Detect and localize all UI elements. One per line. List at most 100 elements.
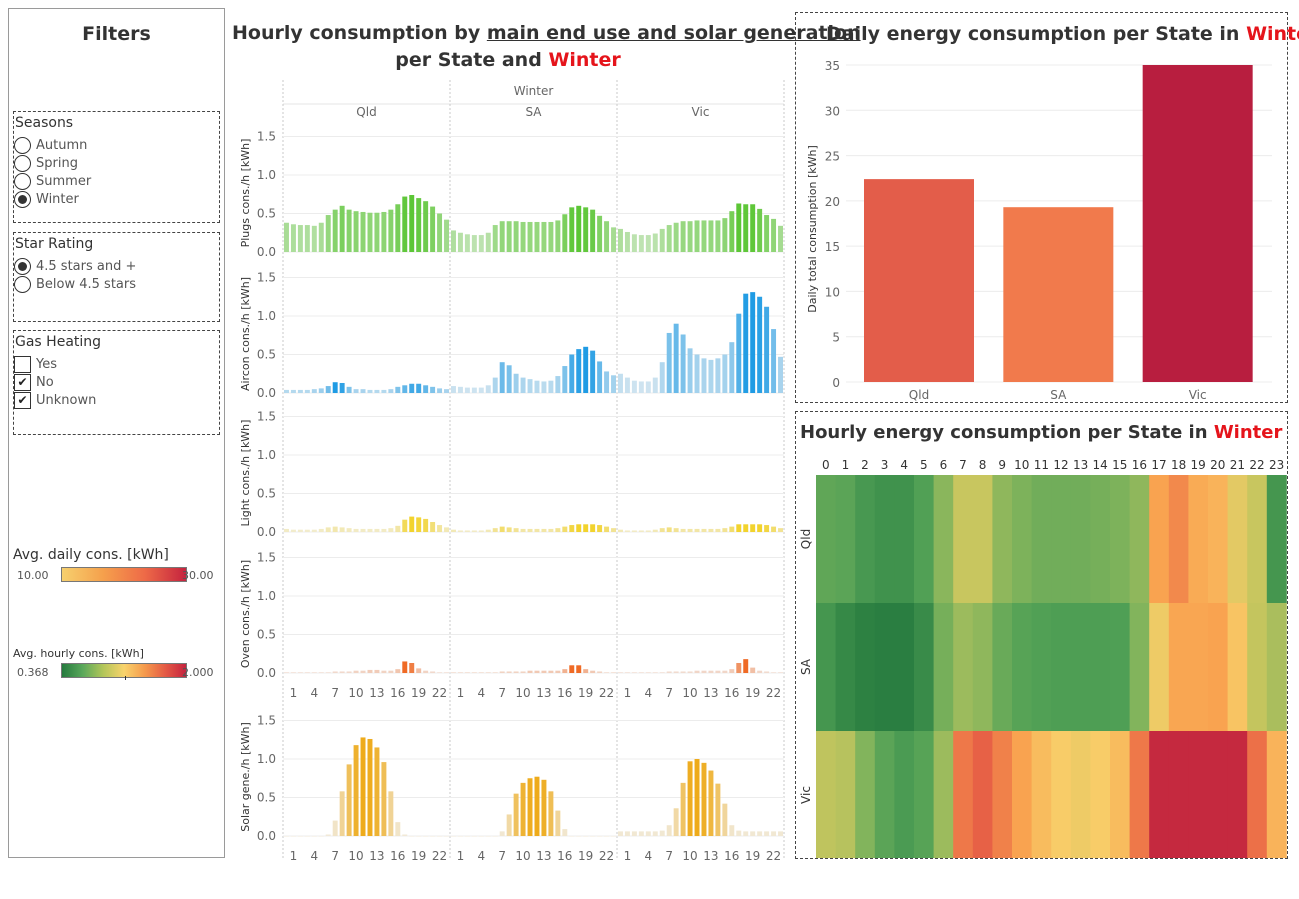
bar	[304, 389, 310, 393]
heatmap-cell	[1012, 603, 1032, 732]
heatmap-cell	[914, 731, 934, 858]
bar	[722, 218, 728, 252]
bar	[471, 530, 477, 532]
heatmap-hour-label: 11	[1034, 458, 1049, 472]
bar	[631, 234, 637, 252]
checkbox-checked-icon[interactable]: ✔	[14, 391, 31, 409]
bar	[513, 528, 519, 532]
radio-icon[interactable]	[14, 154, 31, 172]
heatmap-hour-label: 0	[822, 458, 830, 472]
bar	[353, 528, 359, 532]
y-tick-label: 15	[825, 240, 840, 254]
heatmap-cell	[1012, 731, 1032, 858]
hourly-heatmap-panel: 0 1 2 3 4 5 6 7 8 9 10 11 12 13 14 15 16 17 18 19 20 21 22 23 Ql…	[795, 411, 1288, 859]
checkbox-icon[interactable]	[14, 355, 31, 373]
x-tick-label: 4	[310, 849, 318, 863]
bar	[659, 228, 665, 252]
heatmap-cell	[874, 603, 895, 732]
checkbox-checked-icon[interactable]: ✔	[14, 373, 31, 391]
daily-legend-max: 30.00	[182, 569, 214, 582]
heatmap-hour-label: 22	[1249, 458, 1264, 472]
hourly-end-use-chart: Winter Qld SA Vic 0.0 0.5 1.0 1.5 Plugs cons./h …	[239, 80, 785, 863]
bar	[708, 528, 714, 532]
radio-selected-icon[interactable]	[14, 257, 31, 275]
bar	[395, 525, 401, 532]
bar	[631, 672, 637, 673]
heatmap-hour-label: 13	[1073, 458, 1088, 472]
radio-selected-icon[interactable]	[14, 190, 31, 208]
gas-option-unknown[interactable]: ✔ Unknown	[14, 391, 96, 409]
bar	[534, 221, 540, 252]
heatmap-hour-label: 2	[861, 458, 869, 472]
bar	[624, 672, 630, 673]
season-option-autumn[interactable]: Autumn	[14, 136, 87, 154]
bar	[527, 528, 533, 532]
heatmap-hour-label: 20	[1210, 458, 1225, 472]
heatmap-cell	[1266, 731, 1287, 858]
bar	[771, 329, 777, 393]
bar	[618, 529, 623, 532]
bar	[1003, 207, 1114, 382]
bar	[402, 196, 408, 252]
gas-option-no[interactable]: ✔ No	[14, 373, 54, 391]
gas-option-yes[interactable]: Yes	[14, 355, 57, 373]
season-option-spring[interactable]: Spring	[14, 154, 78, 172]
bar	[409, 383, 415, 393]
bar	[673, 808, 679, 836]
y-tick-label: 0.5	[257, 487, 276, 501]
bar	[325, 386, 331, 393]
hourly-legend-title: Avg. hourly cons. [kWh]	[13, 647, 144, 660]
bar	[423, 385, 429, 393]
radio-icon[interactable]	[14, 275, 31, 293]
bar	[430, 671, 436, 673]
bar	[864, 179, 974, 382]
bar	[729, 342, 735, 393]
bar	[576, 836, 582, 837]
radio-icon[interactable]	[14, 136, 31, 154]
y-axis-label: Daily total consumption [kWh]	[806, 145, 819, 313]
bar	[492, 528, 498, 532]
x-tick-label: 10	[348, 686, 363, 700]
season-option-winter[interactable]: Winter	[14, 190, 79, 208]
bar	[520, 377, 526, 393]
bar	[715, 220, 721, 252]
heatmap-cell	[894, 475, 915, 604]
bar	[555, 528, 561, 532]
heatmap-cell	[894, 731, 915, 858]
bar	[750, 292, 756, 393]
star-option-label: 4.5 stars and +	[36, 258, 137, 274]
bar	[778, 528, 783, 532]
bar	[297, 529, 303, 532]
heatmap-hour-label: 3	[881, 458, 889, 472]
bar	[673, 222, 679, 252]
x-tick-label: 1	[624, 686, 632, 700]
star-option-high[interactable]: 4.5 stars and +	[14, 257, 136, 275]
radio-icon[interactable]	[14, 172, 31, 190]
bar	[388, 670, 394, 673]
heatmap-hour-label: 8	[979, 458, 987, 472]
bar	[485, 836, 491, 837]
bar	[680, 334, 686, 393]
y-tick-label: 0.0	[257, 829, 276, 843]
heatmap-hour-label: 14	[1093, 458, 1108, 472]
y-tick-label: 1.0	[257, 448, 276, 462]
y-tick-label: 1.0	[257, 168, 276, 182]
bar	[743, 659, 749, 673]
star-option-low[interactable]: Below 4.5 stars	[14, 275, 136, 293]
bar	[444, 836, 449, 837]
season-option-summer[interactable]: Summer	[14, 172, 91, 190]
bar	[708, 670, 714, 673]
bar	[673, 671, 679, 673]
bar	[381, 389, 387, 393]
bar	[569, 207, 575, 252]
x-tick-label: 22	[766, 686, 781, 700]
bar	[290, 529, 296, 532]
heatmap-cell	[1266, 603, 1287, 732]
bar	[701, 220, 707, 252]
x-tick-label: 7	[498, 686, 506, 700]
y-tick-label: 0	[832, 376, 840, 390]
bar	[346, 671, 352, 673]
bar	[430, 386, 436, 393]
heatmap-cell	[1129, 475, 1150, 604]
x-tick-label: 1	[457, 686, 465, 700]
